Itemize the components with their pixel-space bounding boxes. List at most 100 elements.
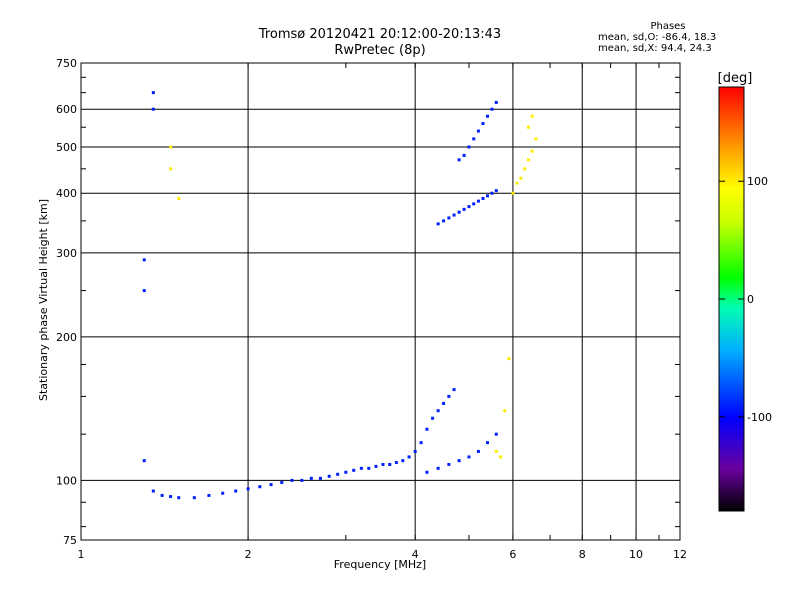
data-point <box>442 219 446 223</box>
y-tick-label: 500 <box>56 141 77 154</box>
data-point <box>374 464 378 468</box>
data-point <box>300 478 304 482</box>
y-tick-label: 750 <box>56 57 77 70</box>
data-point <box>359 466 363 470</box>
data-point <box>142 459 146 463</box>
data-point <box>486 441 490 445</box>
x-tick-label: 8 <box>579 548 586 561</box>
data-point <box>151 107 155 111</box>
data-point <box>394 461 398 465</box>
x-axis-label: Frequency [MHz] <box>334 558 426 571</box>
y-tick-label: 75 <box>63 534 77 547</box>
data-point <box>344 470 348 474</box>
data-point <box>472 137 476 141</box>
data-point <box>486 194 490 198</box>
data-point <box>431 416 435 420</box>
data-point <box>442 401 446 405</box>
data-point <box>467 455 471 459</box>
data-point <box>519 176 523 180</box>
data-point <box>177 496 181 500</box>
data-point <box>507 357 511 361</box>
y-tick-label: 600 <box>56 103 77 116</box>
data-point <box>490 191 494 195</box>
data-point <box>467 145 471 149</box>
data-point <box>309 476 313 480</box>
data-point <box>494 100 498 104</box>
chart-title-line2: RwPretec (8p) <box>334 43 426 58</box>
data-point <box>419 441 423 445</box>
data-point <box>515 181 519 185</box>
x-tick-label: 1 <box>78 548 85 561</box>
data-point <box>336 472 340 476</box>
data-point <box>457 210 461 214</box>
data-point <box>457 459 461 463</box>
data-point <box>436 222 440 226</box>
colorbar-label: [deg] <box>718 71 753 86</box>
data-point <box>462 207 466 211</box>
data-point <box>490 107 494 111</box>
data-point <box>476 449 480 453</box>
data-point <box>142 258 146 262</box>
data-point <box>401 459 405 463</box>
data-point <box>494 432 498 436</box>
data-point <box>481 122 485 126</box>
data-point <box>425 470 429 474</box>
data-point <box>452 213 456 217</box>
data-point <box>472 202 476 206</box>
data-point <box>457 158 461 162</box>
data-point <box>476 129 480 133</box>
grid-lines <box>81 63 680 540</box>
data-point <box>436 466 440 470</box>
x-tick-label: 10 <box>629 548 643 561</box>
plot-frame <box>80 62 681 541</box>
data-point <box>269 483 273 487</box>
data-point <box>486 114 490 118</box>
data-point <box>476 199 480 203</box>
colorbar-tick-label: 100 <box>747 175 768 188</box>
data-point <box>160 493 164 497</box>
phase-stats-o: mean, sd,O: -86.4, 18.3 <box>598 32 717 43</box>
data-point <box>151 91 155 95</box>
data-point <box>413 449 417 453</box>
data-point <box>481 196 485 200</box>
data-point <box>467 205 471 209</box>
y-tick-label: 400 <box>56 187 77 200</box>
data-point <box>447 216 451 220</box>
data-point <box>388 462 392 466</box>
data-point <box>221 491 225 495</box>
data-point <box>290 478 294 482</box>
data-point <box>367 466 371 470</box>
y-axis-label: Stationary phase Virtual Height [km] <box>37 199 50 401</box>
data-point <box>192 496 196 500</box>
data-point <box>169 145 173 149</box>
data-point <box>142 289 146 293</box>
data-point <box>327 474 331 478</box>
data-point <box>381 462 385 466</box>
y-tick-label: 100 <box>56 474 77 487</box>
data-point <box>407 455 411 459</box>
data-point <box>280 480 284 484</box>
data-point <box>526 125 530 129</box>
phase-stats-title: Phases <box>650 21 686 32</box>
data-point <box>177 196 181 200</box>
data-point <box>503 409 507 413</box>
y-tick-label: 200 <box>56 331 77 344</box>
data-point <box>511 191 515 195</box>
colorbar-ticks: 100 0 -100 <box>719 175 772 424</box>
data-point <box>234 489 238 493</box>
x-tick-label: 2 <box>245 548 252 561</box>
data-point <box>169 167 173 171</box>
data-point <box>447 462 451 466</box>
data-point <box>462 153 466 157</box>
chart-title-line1: Tromsø 20120421 20:12:00-20:13:43 <box>258 27 502 42</box>
data-point <box>530 149 534 153</box>
data-point <box>151 489 155 493</box>
x-tick-label: 12 <box>673 548 687 561</box>
data-point <box>523 167 527 171</box>
data-point <box>169 495 173 499</box>
data-point <box>436 409 440 413</box>
data-point <box>530 114 534 118</box>
data-point <box>246 487 250 491</box>
